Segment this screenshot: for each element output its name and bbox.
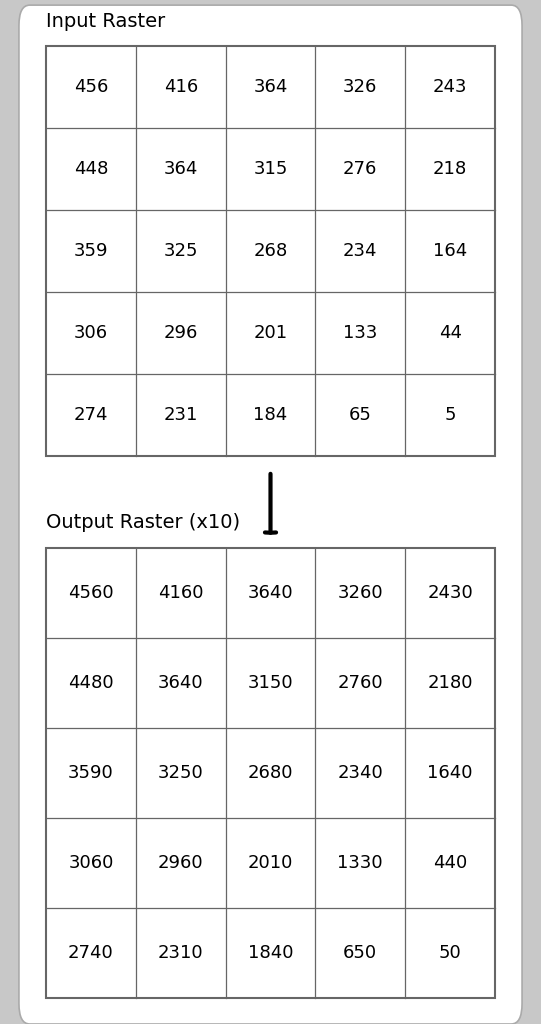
Text: 315: 315 xyxy=(253,160,288,178)
Text: 5: 5 xyxy=(444,406,456,424)
Text: 274: 274 xyxy=(74,406,108,424)
Text: 4480: 4480 xyxy=(68,674,114,692)
Text: 234: 234 xyxy=(343,242,378,260)
Text: 306: 306 xyxy=(74,324,108,342)
Text: 3150: 3150 xyxy=(248,674,293,692)
Text: 164: 164 xyxy=(433,242,467,260)
Text: 44: 44 xyxy=(439,324,461,342)
Text: 296: 296 xyxy=(163,324,198,342)
Text: 456: 456 xyxy=(74,78,108,96)
Text: 3060: 3060 xyxy=(68,854,114,872)
Text: 2180: 2180 xyxy=(427,674,473,692)
Text: 201: 201 xyxy=(253,324,288,342)
Text: 1330: 1330 xyxy=(338,854,383,872)
Text: 243: 243 xyxy=(433,78,467,96)
Text: 325: 325 xyxy=(163,242,198,260)
Text: 2010: 2010 xyxy=(248,854,293,872)
Text: Output Raster (x10): Output Raster (x10) xyxy=(46,513,240,532)
Text: 3640: 3640 xyxy=(158,674,203,692)
Text: 1640: 1640 xyxy=(427,764,473,782)
Bar xyxy=(46,46,495,456)
Text: 218: 218 xyxy=(433,160,467,178)
Text: 276: 276 xyxy=(343,160,378,178)
Text: 364: 364 xyxy=(163,160,198,178)
Text: 3640: 3640 xyxy=(248,584,293,602)
Text: 1840: 1840 xyxy=(248,944,293,963)
Text: 4160: 4160 xyxy=(158,584,203,602)
Text: 268: 268 xyxy=(253,242,288,260)
Text: 3250: 3250 xyxy=(158,764,203,782)
FancyBboxPatch shape xyxy=(19,5,522,1024)
Text: 4560: 4560 xyxy=(68,584,114,602)
Text: 2960: 2960 xyxy=(158,854,203,872)
Text: 2740: 2740 xyxy=(68,944,114,963)
Text: 3590: 3590 xyxy=(68,764,114,782)
Text: 2680: 2680 xyxy=(248,764,293,782)
Text: 2760: 2760 xyxy=(338,674,383,692)
Text: 231: 231 xyxy=(163,406,198,424)
Text: 2310: 2310 xyxy=(158,944,203,963)
Text: 2430: 2430 xyxy=(427,584,473,602)
Text: 448: 448 xyxy=(74,160,108,178)
Text: Input Raster: Input Raster xyxy=(46,11,165,31)
Text: 440: 440 xyxy=(433,854,467,872)
Bar xyxy=(46,548,495,998)
Text: 650: 650 xyxy=(343,944,378,963)
Text: 50: 50 xyxy=(439,944,461,963)
Text: 416: 416 xyxy=(163,78,198,96)
Text: 364: 364 xyxy=(253,78,288,96)
Text: 326: 326 xyxy=(343,78,378,96)
Text: 3260: 3260 xyxy=(338,584,383,602)
Text: 133: 133 xyxy=(343,324,378,342)
Text: 2340: 2340 xyxy=(338,764,383,782)
Text: 184: 184 xyxy=(253,406,288,424)
Text: 65: 65 xyxy=(349,406,372,424)
Text: 359: 359 xyxy=(74,242,108,260)
